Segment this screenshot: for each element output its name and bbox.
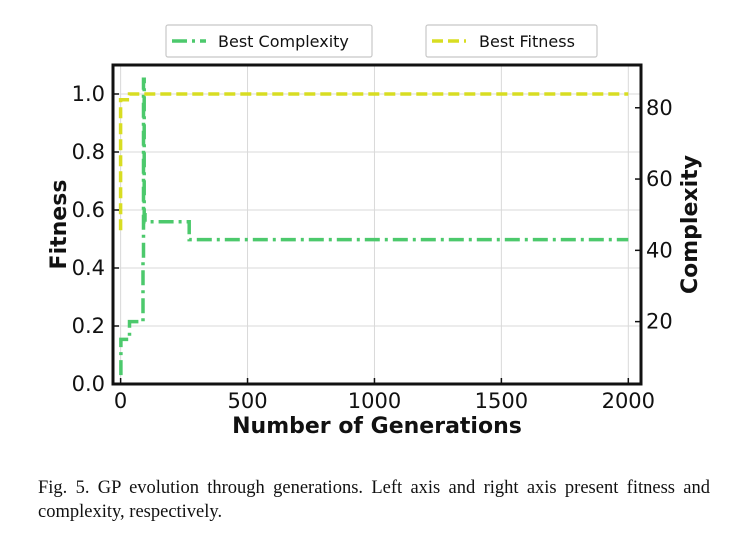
- legend-box-fitness: [425, 24, 598, 58]
- legend: Best Complexity Best Fitness: [165, 24, 598, 58]
- grid: [113, 65, 641, 385]
- y-tick-label: 0.6: [72, 198, 105, 222]
- series-layer: [118, 77, 629, 376]
- y2-tick-label: 60: [646, 167, 673, 191]
- y-tick-label: 1.0: [72, 82, 105, 106]
- figure-caption: Fig. 5. GP evolution through generations…: [38, 478, 710, 522]
- y2-tick-label: 20: [646, 310, 673, 334]
- x-tick-label: 500: [227, 389, 267, 413]
- legend-box-complexity: [165, 24, 373, 58]
- legend-label-complexity: Best Complexity: [218, 32, 349, 51]
- y2-axis-label: Complexity: [678, 155, 703, 294]
- x-tick-label: 1000: [348, 389, 401, 413]
- y-tick-label: 0.8: [72, 140, 105, 164]
- series-line-fitness: [118, 92, 629, 231]
- x-tick-label: 2000: [602, 389, 655, 413]
- x-axis-label: Number of Generations: [232, 414, 522, 439]
- ticks: 0 500 1000 1500 2000 0.0 0.2 0.4 0.6 0.8 1.0 20 40 60…: [72, 82, 673, 413]
- x-tick-label: 0: [114, 389, 127, 413]
- y2-tick-label: 80: [646, 96, 673, 120]
- y-tick-label: 0.4: [72, 256, 105, 280]
- x-tick-label: 1500: [475, 389, 528, 413]
- y-tick-label: 0.2: [72, 314, 105, 338]
- figure: Best Complexity Best Fitness 0 500 1000 150…: [47, 24, 703, 439]
- legend-label-fitness: Best Fitness: [479, 32, 575, 51]
- y-axis-label: Fitness: [47, 180, 72, 270]
- chart: Best Complexity Best Fitness 0 500 1000 150…: [47, 24, 703, 439]
- series-line-complexity: [119, 77, 629, 376]
- plot-frame: [111, 63, 643, 386]
- y-tick-label: 0.0: [72, 372, 105, 396]
- y2-tick-label: 40: [646, 238, 673, 262]
